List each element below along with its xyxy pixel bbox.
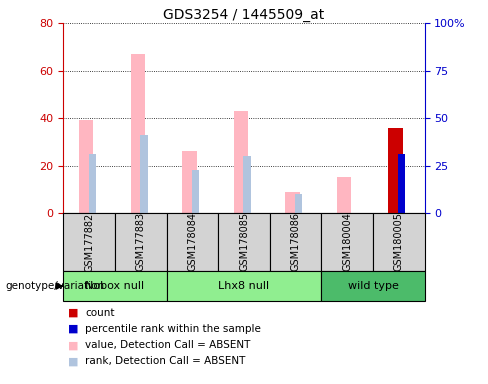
Text: Lhx8 null: Lhx8 null: [219, 281, 269, 291]
Text: count: count: [85, 308, 115, 318]
Bar: [285, 192, 300, 213]
Bar: [218, 213, 270, 271]
Text: value, Detection Call = ABSENT: value, Detection Call = ABSENT: [85, 340, 251, 350]
Bar: [322, 213, 373, 271]
Bar: [398, 154, 406, 213]
Bar: [295, 194, 302, 213]
Bar: [270, 213, 322, 271]
Text: ■: ■: [68, 340, 79, 350]
Bar: [79, 121, 93, 213]
Text: wild type: wild type: [347, 281, 398, 291]
Text: genotype/variation: genotype/variation: [5, 281, 104, 291]
Text: percentile rank within the sample: percentile rank within the sample: [85, 324, 261, 334]
Bar: [244, 156, 251, 213]
Bar: [388, 127, 403, 213]
Bar: [89, 154, 96, 213]
Text: ■: ■: [68, 356, 79, 366]
Text: GSM178086: GSM178086: [290, 212, 301, 271]
Text: GSM177882: GSM177882: [84, 212, 94, 271]
Title: GDS3254 / 1445509_at: GDS3254 / 1445509_at: [163, 8, 325, 22]
Text: GSM178085: GSM178085: [239, 212, 249, 271]
Bar: [166, 213, 218, 271]
Text: rank, Detection Call = ABSENT: rank, Detection Call = ABSENT: [85, 356, 246, 366]
Bar: [182, 151, 197, 213]
Bar: [63, 271, 166, 301]
Bar: [322, 271, 425, 301]
Text: GSM180004: GSM180004: [342, 212, 352, 271]
Text: ■: ■: [68, 308, 79, 318]
Text: GSM177883: GSM177883: [136, 212, 146, 271]
Bar: [63, 213, 115, 271]
Bar: [166, 271, 322, 301]
Bar: [192, 170, 199, 213]
Text: ■: ■: [68, 324, 79, 334]
Bar: [141, 135, 147, 213]
Text: Nobox null: Nobox null: [85, 281, 144, 291]
Bar: [234, 111, 248, 213]
Bar: [337, 177, 351, 213]
Text: GSM180005: GSM180005: [394, 212, 404, 271]
Bar: [398, 154, 406, 213]
Text: GSM178084: GSM178084: [187, 212, 198, 271]
Bar: [373, 213, 425, 271]
Bar: [130, 54, 145, 213]
Bar: [115, 213, 166, 271]
